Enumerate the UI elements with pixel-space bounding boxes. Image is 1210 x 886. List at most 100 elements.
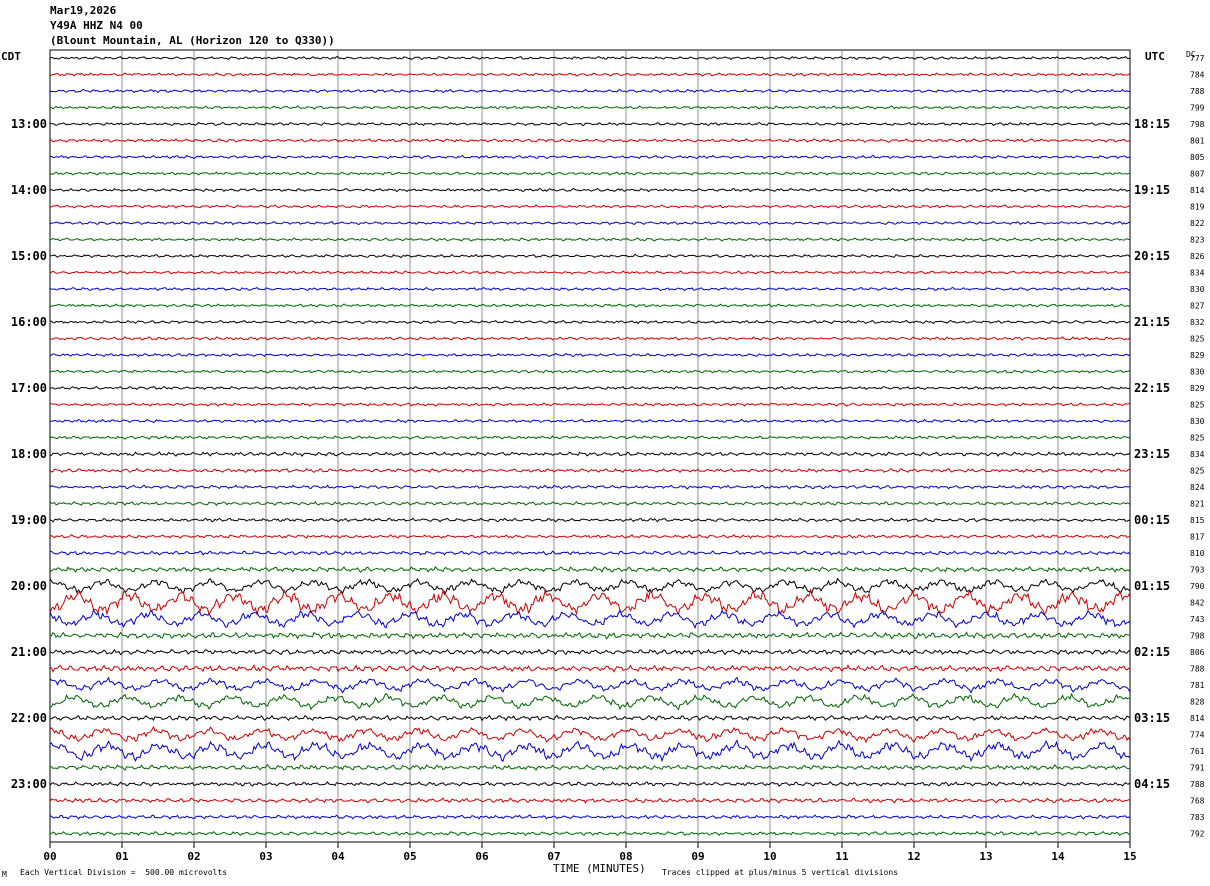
trace-21 (49, 385, 1131, 391)
right-time-zone-label: UTC (1145, 50, 1165, 63)
left-hour-label-20:00: 20:00 (11, 579, 47, 593)
x-axis-ticks: 00 01 02 03 04 05 06 07 08 09 10 11 12 13 14 15 (43, 842, 1137, 863)
x-tick-label-10: 10 (763, 850, 776, 863)
right-hour-label-20:15: 20:15 (1134, 249, 1170, 263)
trace-38 (49, 664, 1131, 673)
header-station: Y49A HHZ N4 00 (50, 19, 143, 32)
x-tick-label-03: 03 (259, 850, 272, 863)
dc-offset-label: DC (1186, 50, 1196, 59)
x-tick-label-08: 08 (619, 850, 632, 863)
right-hour-label-00:15: 00:15 (1134, 513, 1170, 527)
trace-46 (49, 797, 1131, 804)
trace-12 (49, 237, 1131, 242)
dc-offset-35: 743 (1190, 615, 1205, 624)
trace-5 (49, 121, 1131, 127)
trace-11 (49, 220, 1131, 226)
dc-offset-4: 799 (1190, 104, 1205, 113)
x-tick-label-07: 07 (547, 850, 560, 863)
dc-offset-17: 832 (1190, 318, 1205, 327)
trace-40 (49, 692, 1131, 711)
right-hour-label-18:15: 18:15 (1134, 117, 1170, 131)
trace-28 (49, 500, 1131, 507)
x-axis-label: TIME (MINUTES) (553, 862, 646, 875)
trace-18 (49, 336, 1131, 341)
left-hour-label-14:00: 14:00 (11, 183, 47, 197)
trace-6 (49, 138, 1131, 143)
right-hour-label-04:15: 04:15 (1134, 777, 1170, 791)
right-hour-label-23:15: 23:15 (1134, 447, 1170, 461)
dc-offset-29: 815 (1190, 516, 1205, 525)
trace-33 (49, 577, 1131, 596)
dc-offset-38: 788 (1190, 665, 1205, 674)
dc-offset-15: 830 (1190, 285, 1205, 294)
trace-36 (49, 631, 1131, 640)
trace-19 (49, 352, 1131, 358)
x-tick-label-09: 09 (691, 850, 704, 863)
trace-13 (49, 253, 1131, 259)
dc-offset-21: 829 (1190, 384, 1205, 393)
dc-offset-43: 761 (1190, 747, 1205, 756)
trace-48 (49, 830, 1131, 837)
right-hour-label-21:15: 21:15 (1134, 315, 1170, 329)
dc-offset-16: 827 (1190, 302, 1205, 311)
clipping-note: Traces clipped at plus/minus 5 vertical … (662, 868, 899, 877)
trace-27 (49, 484, 1131, 490)
trace-45 (49, 781, 1131, 787)
left-hour-label-19:00: 19:00 (11, 513, 47, 527)
dc-offset-40: 828 (1190, 698, 1205, 707)
x-tick-label-13: 13 (979, 850, 992, 863)
trace-39 (49, 676, 1131, 694)
trace-2 (49, 72, 1131, 77)
dc-offset-1: 777 (1190, 54, 1205, 63)
left-hour-label-21:00: 21:00 (11, 645, 47, 659)
dc-offset-46: 768 (1190, 797, 1205, 806)
x-tick-label-14: 14 (1051, 850, 1065, 863)
trace-32 (49, 565, 1131, 573)
x-tick-label-05: 05 (403, 850, 416, 863)
left-hour-label-17:00: 17:00 (11, 381, 47, 395)
trace-35 (49, 608, 1131, 630)
left-hour-labels: 13:00 14:00 15:00 16:00 17:00 18:00 19:00 20:00… (11, 117, 47, 791)
trace-23 (49, 418, 1131, 424)
right-hour-label-03:15: 03:15 (1134, 711, 1170, 725)
x-tick-label-04: 04 (331, 850, 345, 863)
dc-offset-24: 825 (1190, 434, 1205, 443)
dc-offset-11: 822 (1190, 219, 1205, 228)
dc-offset-28: 821 (1190, 500, 1205, 509)
x-tick-label-11: 11 (835, 850, 849, 863)
dc-offset-32: 793 (1190, 566, 1205, 575)
x-tick-label-01: 01 (115, 850, 129, 863)
dc-offset-26: 825 (1190, 467, 1205, 476)
dc-offset-34: 842 (1190, 599, 1205, 608)
dc-offset-25: 834 (1190, 450, 1205, 459)
left-hour-label-16:00: 16:00 (11, 315, 47, 329)
trace-14 (49, 270, 1131, 275)
right-hour-label-02:15: 02:15 (1134, 645, 1170, 659)
trace-44 (49, 763, 1131, 771)
dc-offset-27: 824 (1190, 483, 1205, 492)
x-tick-label-12: 12 (907, 850, 920, 863)
trace-29 (49, 517, 1131, 523)
dc-offset-18: 825 (1190, 335, 1205, 344)
plot-frame (49, 49, 1131, 843)
trace-22 (49, 402, 1131, 407)
dc-offset-44: 791 (1190, 764, 1205, 773)
trace-17 (49, 319, 1131, 325)
dc-offset-33: 790 (1190, 582, 1205, 591)
x-tick-label-02: 02 (187, 850, 200, 863)
left-hour-label-23:00: 23:00 (11, 777, 47, 791)
left-hour-label-15:00: 15:00 (11, 249, 47, 263)
left-time-zone-label: CDT (1, 50, 21, 63)
trace-43 (49, 739, 1131, 763)
dc-offset-47: 783 (1190, 813, 1205, 822)
dc-offset-48: 792 (1190, 830, 1205, 839)
left-hour-label-22:00: 22:00 (11, 711, 47, 725)
dc-offset-9: 814 (1190, 186, 1205, 195)
dc-offset-36: 798 (1190, 632, 1205, 641)
trace-25 (49, 451, 1131, 457)
trace-1 (49, 55, 1131, 61)
right-hour-label-19:15: 19:15 (1134, 183, 1170, 197)
left-hour-label-18:00: 18:00 (11, 447, 47, 461)
trace-41 (49, 714, 1131, 722)
